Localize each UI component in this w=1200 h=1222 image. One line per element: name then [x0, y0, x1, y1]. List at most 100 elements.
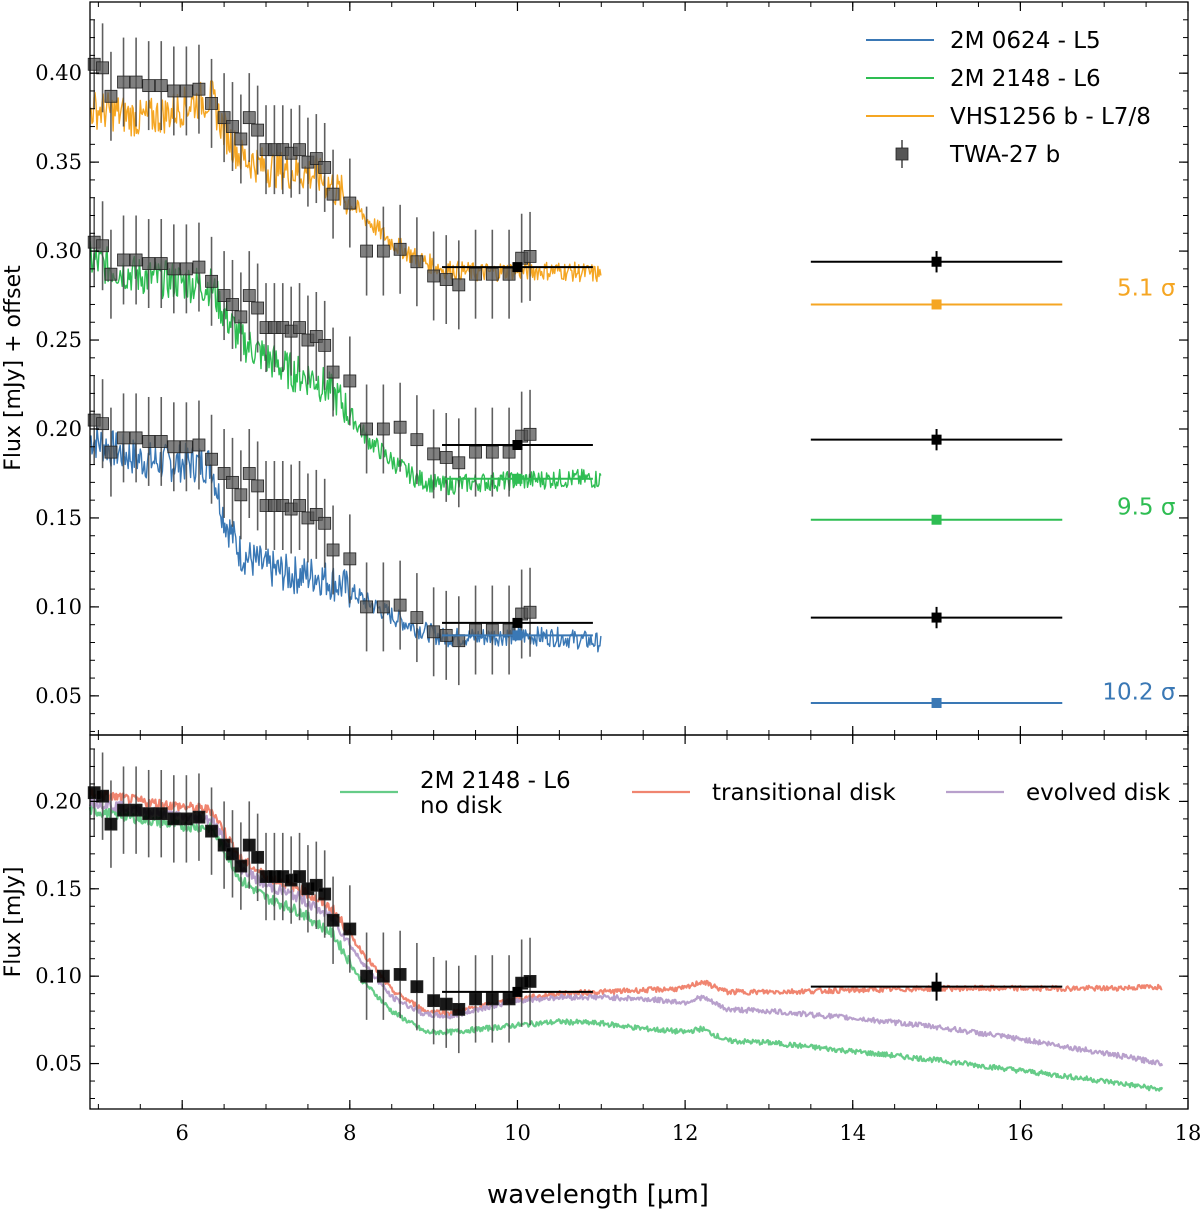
photometry-point-9: [931, 612, 942, 623]
twa-top-1-point-5: [142, 257, 156, 270]
bottom-legend-label-1: transitional disk: [712, 780, 896, 806]
twa-top-0-point-14: [242, 111, 256, 125]
twa-top-0-point-25: [343, 196, 357, 210]
y-tick-label-6: 0.35: [35, 150, 82, 174]
twa-bottom-point-29: [410, 980, 424, 994]
twa-top-2-point-2: [104, 445, 118, 459]
twa-top-2-point-15: [251, 479, 265, 493]
twa-top-2-point-5: [142, 435, 156, 448]
y-tick-label-0: 0.05: [35, 684, 82, 708]
twa-bottom-point-5: [142, 807, 156, 821]
top-legend: 2M 0624 - L5 2M 2148 - L6 VHS1256 b - L7/8…: [866, 28, 1151, 168]
twa-top-1-point-30: [427, 447, 441, 461]
photometry-point-6: [931, 299, 942, 310]
twa-bottom-point-9: [192, 810, 206, 824]
twa-top-0-point-31: [439, 273, 453, 286]
top-y-axis-label: Flux [mJy] + offset: [1, 265, 26, 471]
twa-top-1-point-10: [205, 274, 218, 288]
y-tick-label-2: 0.15: [35, 506, 82, 530]
twa-top-1-point-12: [226, 298, 239, 311]
twa-bottom-point-37: [523, 975, 537, 988]
twa-top-1-point-13: [234, 310, 248, 324]
x-tick-label-1: 8: [343, 1121, 356, 1145]
y-tick-label-5: 0.30: [35, 239, 82, 263]
bottom-legend-label-0: 2M 2148 - L6: [420, 768, 571, 794]
twa-bottom-point-31: [439, 997, 453, 1011]
bottom-ticks-layer: 0.05 0.10 0.15 0.20 6 8 10 12 14 16 18: [35, 735, 1200, 1145]
x-tick-label-0: 6: [176, 1121, 189, 1145]
twa-top-0-point-20: [293, 143, 306, 157]
twa-top-2-point-32: [452, 634, 466, 648]
twa-top-2-point-25: [343, 552, 357, 566]
twa-bottom-point-15: [251, 850, 265, 864]
y-tick-label-0: 0.05: [35, 1052, 82, 1076]
twa-bottom-point-23: [318, 887, 332, 901]
twa-top-1-point-2: [104, 267, 118, 281]
twa-top-0-point-23: [318, 161, 332, 174]
bottom-points-layer: [87, 748, 1063, 1054]
twa-top-2-point-3: [117, 431, 130, 445]
twa-bottom-point-10: [205, 824, 218, 838]
twa-top-1-point-31: [439, 451, 453, 464]
twa-bottom-point-7: [167, 812, 181, 826]
twa-top-1-point-4: [129, 253, 143, 267]
twa-top-0-point-34: [485, 267, 499, 281]
twa-top-0-point-1: [96, 61, 109, 75]
twa-bottom-point-28: [393, 968, 407, 981]
photometry-point-5: [931, 256, 942, 267]
twa-top-1-point-6: [154, 257, 168, 270]
twa-top-0-point-13: [234, 132, 248, 146]
twa-top-1-point-14: [242, 289, 256, 302]
twa-top-2-point-14: [242, 467, 256, 480]
twa-top-2-point-10: [205, 452, 218, 466]
twa-bottom-point-4: [129, 803, 143, 817]
twa-top-2-point-1: [96, 417, 109, 431]
twa-top-0-point-35: [502, 267, 516, 281]
photometry-point-4: [512, 630, 523, 641]
twa-top-0-point-33: [469, 267, 482, 281]
twa-bottom-point-1: [96, 789, 109, 803]
twa-top-0-point-10: [205, 97, 218, 110]
twa-top-2-point-27: [376, 600, 390, 614]
y-tick-label-1: 0.10: [35, 595, 82, 619]
twa-top-1-point-27: [376, 422, 390, 436]
y-tick-label-1: 0.10: [35, 964, 82, 988]
twa-top-2-point-9: [192, 438, 206, 452]
twa-top-1-point-9: [192, 260, 206, 274]
x-tick-label-2: 10: [504, 1121, 531, 1145]
photometry-point-8: [931, 514, 942, 525]
y-tick-label-3: 0.20: [35, 789, 82, 813]
twa-bottom-point-26: [360, 969, 373, 983]
twa-top-0-point-12: [226, 120, 239, 133]
twa-top-2-point-13: [234, 488, 248, 502]
legend-marker-3: [895, 147, 909, 161]
twa-top-2-point-33: [469, 623, 482, 637]
twa-top-0-point-32: [452, 278, 466, 292]
twa-bottom-point-32: [452, 1002, 466, 1016]
twa-top-1-point-20: [293, 321, 306, 334]
twa-top-2-point-30: [427, 625, 441, 639]
twa-top-0-point-37: [523, 250, 537, 263]
sigma-annotations: 5.1 σ 9.5 σ 10.2 σ: [1102, 276, 1175, 706]
twa-top-1-point-37: [523, 427, 537, 441]
photometry-point-3: [512, 473, 523, 484]
legend-label-3: TWA-27 b: [949, 142, 1060, 168]
twa-bottom-point-34: [485, 992, 499, 1006]
legend-label-0: 2M 0624 - L5: [950, 28, 1101, 54]
bottom-legend-label-0-line2: no disk: [420, 793, 503, 819]
top-panel: 0.05 0.10 0.15 0.20 0.25 0.30 0.35 0.40 Flux [m…: [1, 1, 1189, 736]
twa-bottom-point-13: [234, 859, 248, 873]
twa-top-1-point-23: [318, 338, 332, 352]
bottom-axes-frame: [89, 734, 1189, 1110]
y-tick-label-7: 0.40: [35, 61, 82, 85]
twa-top-0-point-6: [154, 79, 168, 93]
twa-top-0-point-28: [393, 242, 407, 256]
twa-top-2-point-37: [523, 605, 537, 619]
twa-bottom-point-24: [326, 913, 340, 927]
twa-bottom-point-14: [242, 838, 256, 852]
y-tick-label-3: 0.20: [35, 417, 82, 441]
twa-bottom-point-27: [376, 969, 390, 983]
twa-top-0-point-4: [129, 75, 143, 89]
